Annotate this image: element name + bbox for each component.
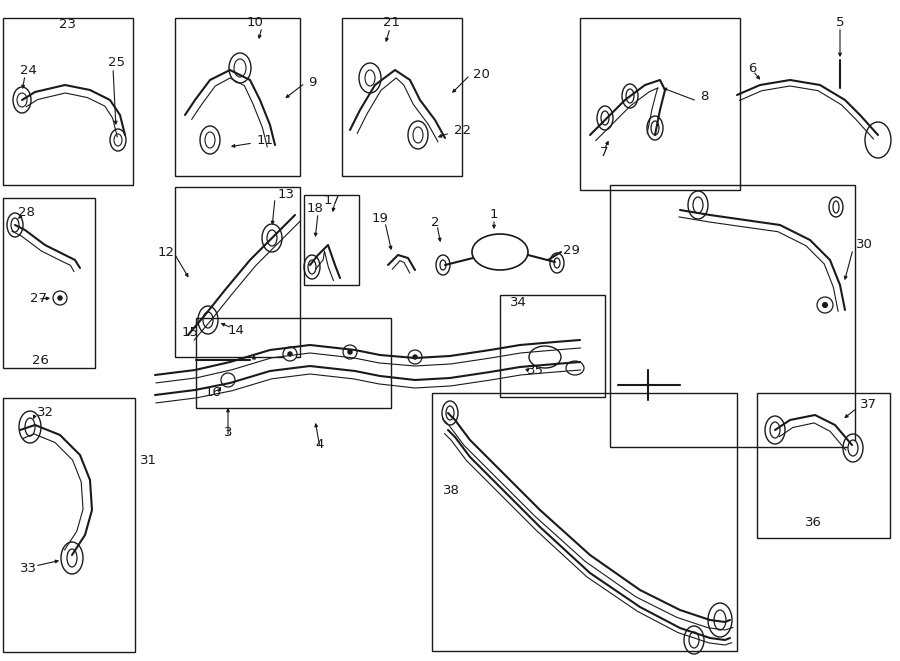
Text: 24: 24: [20, 65, 37, 77]
Text: 37: 37: [860, 399, 877, 412]
Bar: [175, 18, 300, 176]
Text: 9: 9: [308, 77, 317, 89]
Text: 28: 28: [18, 206, 35, 219]
Text: 16: 16: [205, 385, 222, 399]
Text: 18: 18: [307, 202, 323, 215]
Text: 2: 2: [431, 215, 439, 229]
Bar: [3, 18, 133, 185]
Text: 38: 38: [443, 483, 460, 496]
Bar: [3, 198, 95, 368]
Text: 23: 23: [59, 19, 76, 32]
Text: 13: 13: [278, 188, 295, 202]
Bar: [196, 318, 391, 408]
Text: 36: 36: [805, 516, 822, 529]
Ellipse shape: [413, 127, 423, 143]
Ellipse shape: [693, 197, 703, 213]
Text: 25: 25: [108, 56, 125, 69]
Bar: [432, 393, 737, 651]
Ellipse shape: [17, 93, 27, 107]
Text: 4: 4: [316, 438, 324, 451]
Circle shape: [53, 291, 67, 305]
Ellipse shape: [114, 134, 122, 146]
Bar: [580, 18, 740, 190]
Ellipse shape: [267, 230, 277, 246]
Text: 6: 6: [748, 61, 756, 75]
Ellipse shape: [446, 406, 454, 420]
Text: 32: 32: [37, 405, 54, 418]
Text: 20: 20: [473, 69, 490, 81]
Text: 29: 29: [563, 243, 580, 256]
Text: 11: 11: [257, 134, 274, 147]
Ellipse shape: [67, 549, 77, 567]
Text: 12: 12: [158, 247, 175, 260]
Text: 15: 15: [182, 325, 199, 338]
Text: 5: 5: [836, 15, 844, 28]
Circle shape: [823, 303, 827, 307]
Text: 1: 1: [490, 208, 499, 221]
Text: 17: 17: [323, 194, 340, 206]
Circle shape: [413, 355, 417, 359]
Text: 22: 22: [454, 124, 471, 137]
Circle shape: [283, 347, 297, 361]
Text: 14: 14: [228, 323, 245, 336]
Text: 31: 31: [140, 453, 157, 467]
Ellipse shape: [833, 201, 839, 213]
Circle shape: [343, 345, 357, 359]
Bar: [757, 393, 890, 538]
Ellipse shape: [566, 361, 584, 375]
Ellipse shape: [554, 258, 560, 268]
Ellipse shape: [234, 59, 246, 77]
Ellipse shape: [11, 218, 19, 232]
Text: 35: 35: [527, 364, 544, 377]
Circle shape: [58, 296, 62, 300]
Ellipse shape: [770, 422, 780, 438]
Ellipse shape: [308, 260, 316, 274]
Circle shape: [817, 297, 833, 313]
Ellipse shape: [440, 260, 446, 270]
Ellipse shape: [626, 89, 634, 103]
Text: 26: 26: [32, 354, 49, 366]
Ellipse shape: [848, 440, 858, 456]
Ellipse shape: [689, 632, 699, 648]
Bar: [304, 195, 359, 285]
Ellipse shape: [472, 234, 528, 270]
Bar: [610, 185, 855, 447]
Text: 21: 21: [383, 17, 400, 30]
Text: 7: 7: [600, 145, 608, 159]
Text: 10: 10: [247, 17, 264, 30]
Ellipse shape: [203, 312, 213, 328]
Text: 33: 33: [20, 561, 37, 574]
Ellipse shape: [601, 111, 609, 125]
Bar: [342, 18, 462, 176]
Ellipse shape: [651, 121, 659, 135]
Bar: [500, 295, 605, 397]
Ellipse shape: [205, 132, 215, 148]
Circle shape: [221, 373, 235, 387]
Text: 30: 30: [856, 239, 873, 251]
Circle shape: [288, 352, 292, 356]
Bar: [175, 187, 300, 357]
Text: 34: 34: [510, 297, 526, 309]
Text: 19: 19: [372, 212, 389, 225]
Ellipse shape: [365, 70, 375, 86]
Text: 3: 3: [224, 426, 232, 438]
Bar: [3, 398, 135, 652]
Ellipse shape: [25, 418, 35, 436]
Ellipse shape: [714, 610, 726, 630]
Text: 27: 27: [30, 293, 47, 305]
Circle shape: [348, 350, 352, 354]
Text: 8: 8: [700, 91, 708, 104]
Circle shape: [408, 350, 422, 364]
